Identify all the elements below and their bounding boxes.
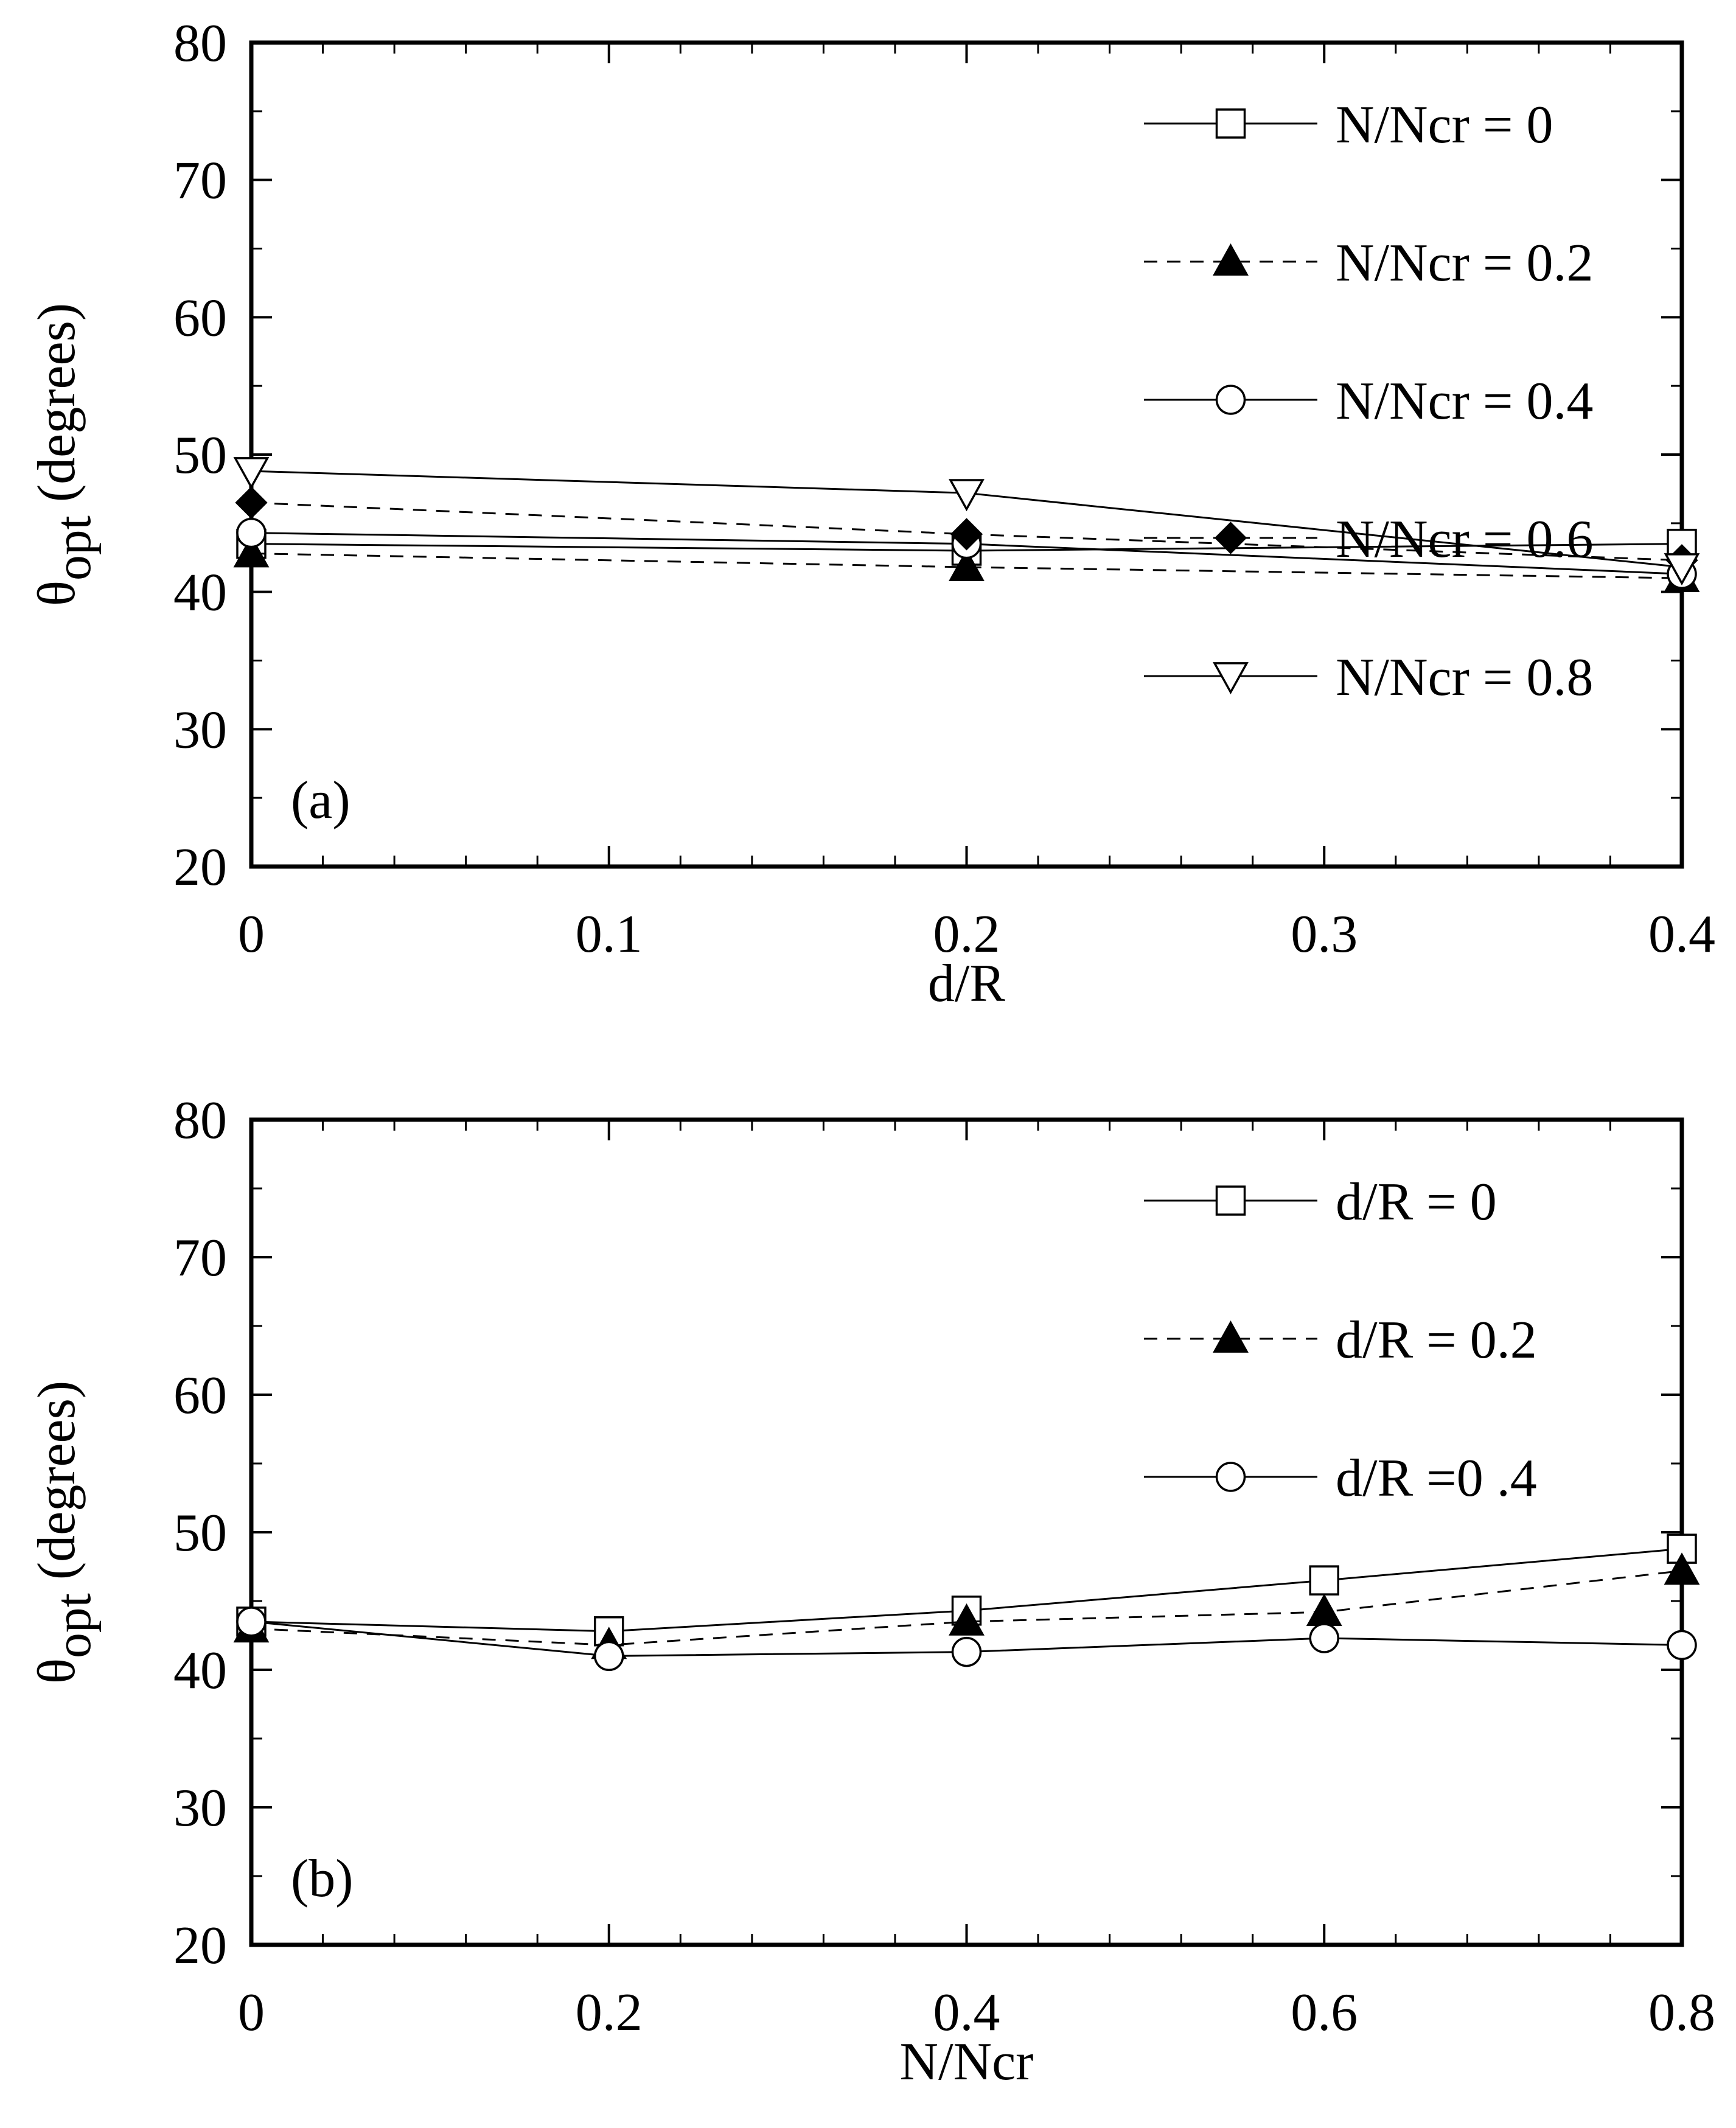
data-point	[949, 1603, 985, 1636]
x-tick-label: 0.6	[1291, 1983, 1358, 2042]
data-point	[950, 518, 983, 551]
x-tick-label: 0.4	[1648, 905, 1715, 964]
x-tick-label: 0.1	[576, 905, 643, 964]
y-tick-label: 70	[173, 152, 227, 211]
y-axis-label: θopt (degrees)	[27, 303, 102, 606]
y-tick-label: 80	[173, 14, 227, 73]
data-point	[1309, 1623, 1339, 1653]
legend-marker	[1215, 1185, 1246, 1216]
x-tick-label: 0	[238, 905, 265, 964]
y-tick-label: 30	[173, 1779, 227, 1838]
data-point	[233, 457, 270, 490]
data-point	[1309, 1565, 1339, 1596]
x-tick-label: 0.3	[1291, 905, 1358, 964]
legend: d/R = 0 d/R = 0.2 d/R =0 .4	[1144, 1173, 1537, 1508]
series-3	[236, 1606, 1697, 1672]
x-axis-label: d/R	[928, 954, 1005, 1013]
legend-label: d/R = 0	[1336, 1173, 1497, 1232]
y-tick-label: 80	[173, 1091, 227, 1150]
y-tick-label: 50	[173, 426, 227, 485]
data-point	[1664, 553, 1700, 586]
x-tick-label: 0.8	[1648, 1983, 1715, 2042]
legend-marker	[1213, 243, 1249, 276]
panel-label: (a)	[291, 771, 350, 830]
data-point	[1664, 1552, 1700, 1585]
y-tick-label: 70	[173, 1229, 227, 1288]
y-tick-label: 60	[173, 1366, 227, 1425]
legend-marker	[1215, 1462, 1246, 1492]
legend-marker	[1213, 1320, 1249, 1353]
data-point	[236, 517, 267, 548]
legend-label: d/R = 0.2	[1336, 1311, 1537, 1370]
legend-label: N/Ncr = 0.6	[1336, 510, 1594, 569]
data-point	[233, 535, 270, 568]
y-axis-label: θopt (degrees)	[27, 1381, 102, 1684]
legend-marker	[1215, 108, 1246, 139]
series-line	[251, 552, 1682, 579]
data-point	[594, 1641, 624, 1672]
data-point	[949, 548, 985, 581]
legend-marker	[1213, 662, 1249, 695]
plot-frame	[249, 1117, 1684, 1947]
y-tick-label: 50	[173, 1504, 227, 1563]
data-point	[1667, 1630, 1697, 1661]
legend: N/Ncr = 0 N/Ncr = 0.2 N/Ncr = 0.4 N/Ncr = 0…	[1144, 96, 1594, 707]
data-point	[1306, 1594, 1342, 1626]
y-tick-label: 30	[173, 700, 227, 759]
x-tick-label: 0.2	[933, 905, 1000, 964]
data-point	[236, 1606, 267, 1637]
y-tick-label: 20	[173, 838, 227, 897]
series-5	[233, 457, 1700, 586]
data-point	[949, 479, 985, 512]
y-tick-label: 20	[173, 1916, 227, 1975]
panel-label: (b)	[291, 1849, 354, 1908]
data-point	[951, 1636, 982, 1667]
legend-label: N/Ncr = 0.2	[1336, 234, 1594, 293]
series-line	[251, 501, 1682, 562]
legend-label: N/Ncr = 0.4	[1336, 372, 1594, 431]
y-tick-label: 40	[173, 1641, 227, 1700]
series-line	[251, 1569, 1682, 1646]
legend-marker	[1215, 385, 1246, 415]
legend-marker	[1214, 522, 1247, 554]
y-tick-label: 40	[173, 563, 227, 623]
legend-label: N/Ncr = 0	[1336, 96, 1553, 155]
y-tick-label: 60	[173, 288, 227, 347]
x-axis-label: N/Ncr	[900, 2032, 1034, 2091]
x-tick-label: 0.2	[576, 1983, 643, 2042]
legend-label: N/Ncr = 0.8	[1336, 648, 1594, 707]
legend-label: d/R =0 .4	[1336, 1449, 1537, 1508]
plot-frame	[249, 40, 1684, 869]
x-tick-label: 0.4	[933, 1983, 1000, 2042]
data-point	[235, 486, 268, 519]
x-tick-label: 0	[238, 1983, 265, 2042]
